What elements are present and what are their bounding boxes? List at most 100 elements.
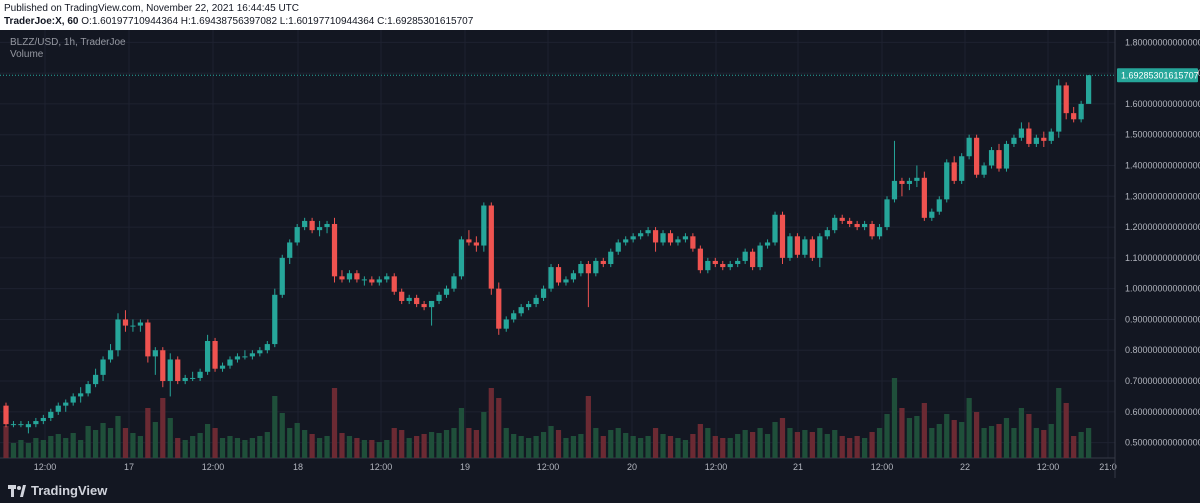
candle-body xyxy=(130,325,136,327)
candle-body xyxy=(608,251,614,265)
candle-body xyxy=(152,350,158,357)
volume-bar xyxy=(533,436,539,458)
candle-body xyxy=(854,223,860,228)
volume-bar xyxy=(675,438,681,458)
volume-bar xyxy=(466,428,472,458)
candle-body xyxy=(354,273,360,280)
candle-body xyxy=(3,405,9,425)
x-tick-label: 12:00 xyxy=(871,462,894,472)
candle-body xyxy=(705,260,711,271)
x-tick-label: 19 xyxy=(460,462,470,472)
volume-bar xyxy=(779,418,786,458)
candle-body xyxy=(451,276,457,289)
candle-body xyxy=(376,279,382,283)
candle-body xyxy=(488,205,494,289)
volume-bar xyxy=(324,436,330,458)
volume-bar xyxy=(167,418,173,458)
candle-body xyxy=(735,260,741,265)
x-tick-label: 21:0 xyxy=(1099,462,1117,472)
volume-bar xyxy=(824,434,830,458)
candle-body xyxy=(876,227,883,237)
candle-body xyxy=(309,220,315,231)
candle-body xyxy=(1011,137,1017,144)
volume-bar xyxy=(3,426,9,458)
chart-pane[interactable]: 1.8000000000000001.7000000000000001.6000… xyxy=(0,30,1200,503)
candle-body xyxy=(697,248,703,271)
volume-bar xyxy=(145,408,151,458)
volume-bar xyxy=(316,438,323,458)
volume-bar xyxy=(570,436,577,458)
footer xyxy=(0,478,1200,503)
volume-bar xyxy=(914,416,920,458)
volume-bar xyxy=(630,436,636,458)
volume-bar xyxy=(287,428,293,458)
candle-body xyxy=(570,273,577,280)
candle-body xyxy=(787,236,793,258)
candle-body xyxy=(249,353,255,357)
volume-bar xyxy=(1048,424,1054,458)
candle-body xyxy=(294,227,300,243)
candle-body xyxy=(951,162,957,181)
volume-bar xyxy=(936,424,942,458)
volume-bar xyxy=(309,434,315,458)
price-chart[interactable]: 1.8000000000000001.7000000000000001.6000… xyxy=(0,30,1200,503)
y-tick-label: 0.900000000000000 xyxy=(1125,314,1200,324)
candle-body xyxy=(988,150,995,166)
x-tick-label: 18 xyxy=(293,462,303,472)
candle-body xyxy=(78,393,84,397)
volume-bar xyxy=(242,440,248,458)
volume-bar xyxy=(443,430,450,458)
volume-bar xyxy=(137,436,144,458)
x-tick-label: 17 xyxy=(124,462,134,472)
published-note: Published on TradingView.com, November 2… xyxy=(4,3,299,14)
candle-body xyxy=(167,359,173,382)
volume-bar xyxy=(212,428,218,458)
volume-bar xyxy=(981,428,987,458)
candle-body xyxy=(443,288,450,295)
volume-bar xyxy=(107,428,114,458)
volume-bar xyxy=(540,432,547,458)
volume-bar xyxy=(100,423,106,458)
candle-body xyxy=(638,233,644,237)
volume-bar xyxy=(511,434,517,458)
volume-bar xyxy=(414,436,420,458)
volume-bar xyxy=(720,438,726,458)
volume-bar xyxy=(272,396,278,458)
candle-body xyxy=(279,257,285,295)
volume-bar xyxy=(204,424,211,458)
volume-bar xyxy=(884,414,890,458)
volume-bar xyxy=(1063,403,1069,458)
tradingview-logo[interactable]: TradingView xyxy=(8,483,107,498)
volume-bar xyxy=(458,408,465,458)
x-tick-label: 21 xyxy=(793,462,803,472)
candle-body xyxy=(802,239,808,255)
volume-bar xyxy=(339,433,345,458)
volume-bar xyxy=(973,412,980,458)
ohlc-values: O:1.60197710944364 H:1.69438756397082 L:… xyxy=(81,16,474,27)
volume-bar xyxy=(496,398,502,458)
volume-bar xyxy=(48,436,54,458)
volume-bar xyxy=(481,412,487,458)
y-tick-label: 0.700000000000000 xyxy=(1125,376,1200,386)
y-tick-label: 1.400000000000000 xyxy=(1125,160,1200,170)
volume-bar xyxy=(899,408,905,458)
candle-body xyxy=(473,242,479,246)
candle-body xyxy=(316,227,323,231)
volume-bar xyxy=(563,438,569,458)
volume-bar xyxy=(951,420,957,458)
candle-body xyxy=(63,402,69,406)
volume-bar xyxy=(25,443,32,458)
candle-body xyxy=(197,371,203,378)
volume-bar xyxy=(959,422,965,458)
candle-body xyxy=(70,396,76,403)
candle-body xyxy=(145,322,151,357)
candle-body xyxy=(107,350,114,360)
volume-bar xyxy=(152,422,158,458)
volume-bar xyxy=(488,388,494,458)
volume-bar xyxy=(757,428,763,458)
y-tick-label: 1.000000000000000 xyxy=(1125,284,1200,294)
volume-bar xyxy=(712,436,718,458)
candle-body xyxy=(115,319,121,351)
volume-bar xyxy=(772,422,778,458)
candle-body xyxy=(481,205,487,246)
